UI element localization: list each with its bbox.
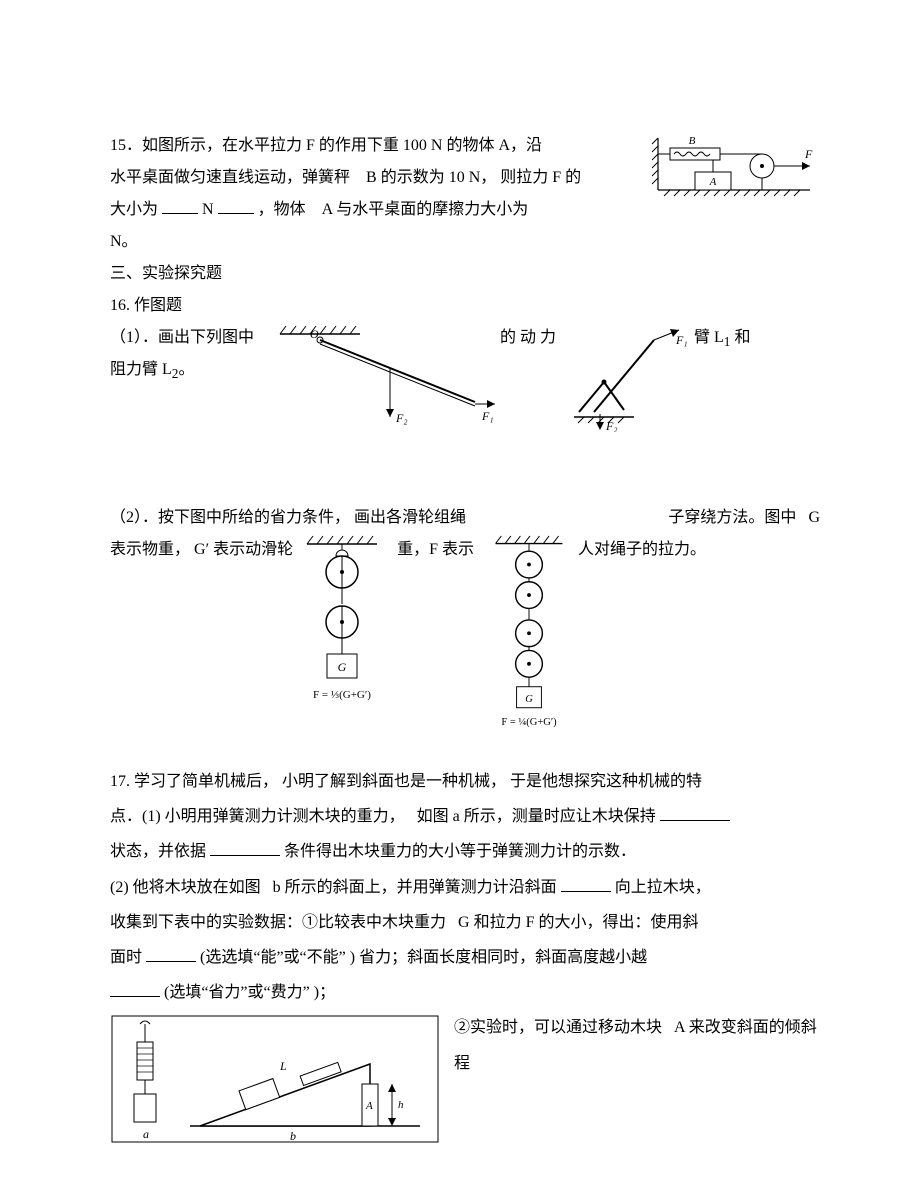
q16b-l2d: 人对绳子的拉力。 (578, 541, 706, 558)
q17-l5: 收集到下表中的实验数据：①比较表中木块重力 G 和拉力 F 的大小，得出：使用斜 (110, 905, 820, 940)
q16a-figure-1: O F₂ F₁ (270, 322, 500, 432)
svg-text:F₁: F₁ (481, 409, 494, 423)
q15-l2a: 水平桌面做匀速直线运动，弹簧秤 (110, 169, 350, 186)
q17-l6: 面时 (选选填“能”或“不能” ) 省力；斜面长度相同时，斜面高度越小越 (110, 940, 820, 975)
q15-line4: N。 (110, 226, 820, 258)
q17-l4: (2) 他将木块放在如图 b 所示的斜面上，并用弹簧测力计沿斜面 向上拉木块， (110, 870, 820, 905)
q15-b-val: 10 N， (449, 169, 497, 186)
label-F: F (804, 147, 813, 161)
svg-text:A: A (365, 1100, 373, 1112)
q16b-l2b: G′ 表示动滑轮 (194, 541, 293, 558)
q17-l6a: 面时 (110, 949, 142, 966)
q15-l3c: A 与水平桌面的摩擦力大小为 (322, 201, 529, 218)
q16b-l1a: （2）．按下图中所给的省力条件， (110, 509, 350, 526)
q15-svg: B A F (650, 130, 820, 200)
q16a-textcol: （1）．画出下列图中 阻力臂 L2。 (110, 322, 270, 388)
q16a-midtext: 的 动 力 (500, 322, 564, 354)
q17-l5a: 收集到下表中的实验数据：①比较表中木块重力 (110, 914, 446, 931)
q16a-mid3: 和 (730, 329, 750, 346)
q15-lead: 15．如图所示，在水平拉力 (110, 137, 302, 154)
q17-blank3[interactable] (561, 875, 611, 892)
q17-blank4[interactable] (146, 945, 196, 962)
q17-blank1[interactable] (660, 804, 730, 821)
q16b-figure-1: G F = ⅓(G+G′) (297, 534, 387, 714)
svg-text:G: G (525, 694, 533, 705)
page: B A F 15．如图所示，在水平拉力 F 的作用下重 100 (0, 0, 920, 1193)
svg-text:F₁: F₁ (675, 333, 688, 347)
q16b-row2: 表示物重， G′ 表示动滑轮 (110, 534, 820, 744)
spacer-1 (110, 432, 820, 502)
q17-l4b: b 所示的斜面上，并用弹簧测力计沿斜面 (273, 879, 557, 896)
q15-blank1b[interactable] (218, 197, 254, 214)
q17-l3b: 条件得出木块重力的大小等于弹簧测力计的示数． (284, 843, 636, 860)
q15-f-lbl: F 的作用下重 (306, 137, 399, 154)
q16b-row1: （2）．按下图中所给的省力条件， 画出各滑轮组绳 子穿绕方法。图中 G (110, 502, 820, 534)
q15-blank1[interactable] (162, 197, 198, 214)
svg-text:G: G (338, 660, 347, 674)
spacer-2 (110, 744, 820, 764)
q15-l2b: 则拉力 F 的 (500, 169, 581, 186)
section-3-head: 三、实验探究题 (110, 258, 820, 290)
q17-l8a: ②实验时，可以通过移动木块 (454, 1019, 662, 1036)
svg-text:h: h (398, 1099, 404, 1111)
q16-head: 16. 作图题 (110, 290, 820, 322)
q15-l3a: 大小为 (110, 201, 158, 218)
q17-blank2[interactable] (210, 839, 280, 856)
q17-l5b: G 和拉力 F 的大小，得出：使用斜 (458, 914, 698, 931)
q17-l3a: 状态，并依据 (110, 843, 206, 860)
q15-after-a: 的物体 A，沿 (446, 137, 542, 154)
q17-l6c: ) 省力；斜面长度相同时，斜面高度越小越 (350, 949, 647, 966)
q16a-mid1: 的 动 力 (500, 329, 556, 346)
q16a-mid2: 臂 L (694, 329, 724, 346)
svg-text:F = ⅓(G+G′): F = ⅓(G+G′) (313, 689, 371, 701)
q15-u1: N (202, 201, 214, 218)
q17-l7a: (选填“省力”或“费力” (164, 984, 310, 1001)
label-A: A (709, 176, 717, 188)
q16b-figure-2: G F = ¼(G+G′) (484, 534, 574, 744)
q16a-l2: 阻力臂 L (110, 361, 172, 378)
svg-text:F₂: F₂ (605, 419, 618, 432)
svg-text:b: b (290, 1129, 296, 1143)
q17-l7b: )； (314, 984, 335, 1001)
svg-text:F = ¼(G+G′): F = ¼(G+G′) (501, 717, 557, 728)
q15-n-end: N。 (110, 233, 138, 250)
q17-l2b: 如图 a 所示，测量时应让木块保持 (417, 808, 656, 825)
q17-l2a: 点．(1) 小明用弹簧测力计测木块的重力， (110, 808, 405, 825)
svg-text:O: O (310, 327, 319, 341)
q16b-l2c: 重，F 表示 (397, 541, 474, 558)
q17-l4c: 向上拉木块， (615, 879, 711, 896)
q16a-tail: 臂 L1 和 (694, 322, 774, 356)
q15-b-lbl: B 的示数为 (366, 169, 445, 186)
q16b-l1c: 子穿绕方法。图中 (668, 509, 796, 526)
q15-l3b: ，物体 (258, 201, 306, 218)
q17-block: 17. 学习了简单机械后， 小明了解到斜面也是一种机械， 于是他想探究这种机械的… (110, 764, 820, 1144)
q15-figure: B A F (650, 130, 820, 200)
q16a-pre: （1）．画出下列图中 (110, 329, 254, 346)
q17-l6b: (选选填“能”或“不能” (200, 949, 346, 966)
q17-l4a: (2) 他将木块放在如图 (110, 879, 261, 896)
q17-l3: 状态，并依据 条件得出木块重力的大小等于弹簧测力计的示数． (110, 834, 820, 869)
q15-block: B A F 15．如图所示，在水平拉力 F 的作用下重 100 (110, 130, 820, 258)
q15-weight: 100 N (403, 137, 443, 154)
q17-figure: a A h L (110, 1014, 440, 1144)
q17-l7: (选填“省力”或“费力” )； (110, 975, 820, 1010)
q17-l1: 17. 学习了简单机械后， 小明了解到斜面也是一种机械， 于是他想探究这种机械的… (110, 764, 820, 799)
q16b-l1d: G (808, 509, 820, 526)
svg-text:F₂: F₂ (395, 411, 408, 425)
q16a-row: （1）．画出下列图中 阻力臂 L2。 O (110, 322, 820, 432)
q17-blank5[interactable] (110, 980, 160, 997)
q16a-dot: 。 (178, 361, 194, 378)
q16b-l1b: 画出各滑轮组绳 (354, 509, 466, 526)
svg-text:a: a (143, 1127, 149, 1141)
q16b-l2a: 表示物重， (110, 541, 190, 558)
q16a-figure-2: F₁ F₂ (564, 322, 694, 432)
label-B: B (689, 135, 696, 147)
svg-text:L: L (279, 1059, 287, 1073)
q17-l2: 点．(1) 小明用弹簧测力计测木块的重力， 如图 a 所示，测量时应让木块保持 (110, 799, 820, 834)
